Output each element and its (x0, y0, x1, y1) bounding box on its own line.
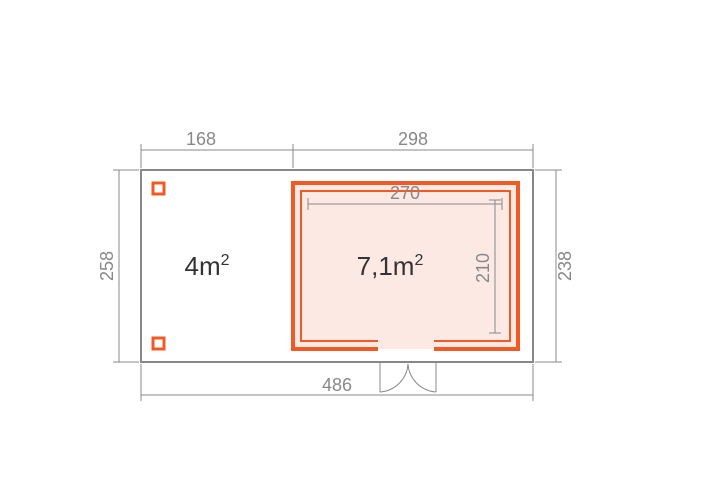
label-298: 298 (398, 129, 428, 149)
label-168: 168 (186, 129, 216, 149)
area-right: 7,1m2 (357, 251, 424, 281)
door-swing (380, 362, 436, 392)
label-238: 238 (555, 251, 575, 281)
dim-top-168 (141, 144, 293, 168)
floor-plan-diagram: { "diagram": { "type": "floor-plan", "ba… (0, 0, 707, 500)
label-258: 258 (97, 251, 117, 281)
plan-svg: 168 298 270 258 238 210 486 4m2 7,1m2 (0, 0, 707, 500)
label-486: 486 (322, 375, 352, 395)
label-270: 270 (390, 183, 420, 203)
label-210: 210 (473, 253, 493, 283)
